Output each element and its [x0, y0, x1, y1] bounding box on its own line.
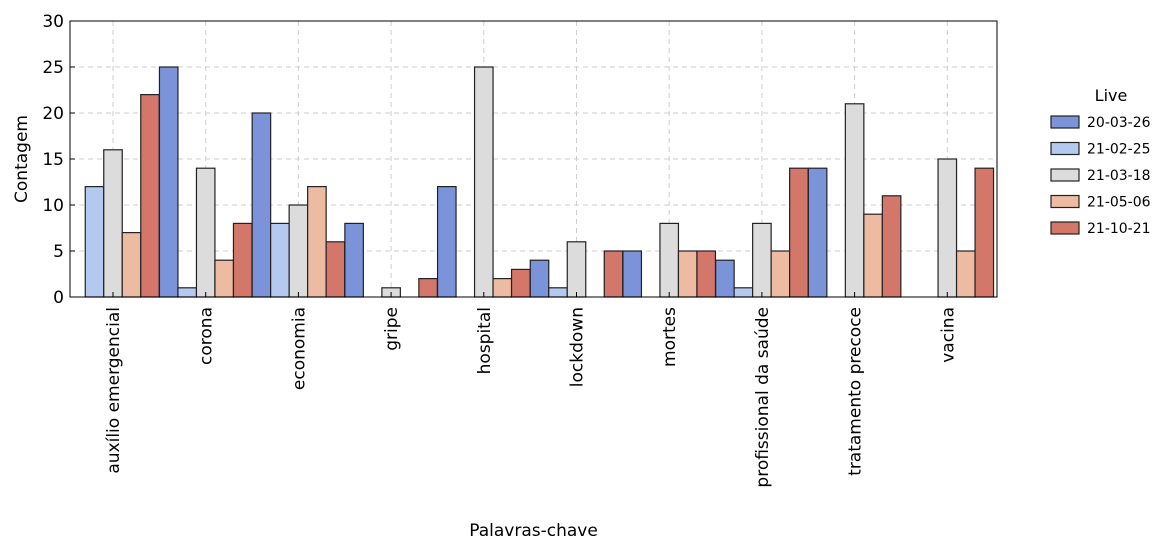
- bar: [770, 250, 791, 298]
- bar: [177, 287, 198, 298]
- legend-swatch: [1050, 115, 1080, 129]
- bar: [752, 222, 772, 298]
- bar: [566, 241, 587, 298]
- bar: [436, 186, 457, 298]
- x-tick-label: economia: [289, 307, 309, 390]
- x-tick-label: mortes: [660, 307, 680, 367]
- bar: [715, 259, 735, 298]
- bar: [603, 250, 624, 298]
- y-tick-label: 30: [42, 12, 64, 32]
- bar: [307, 186, 327, 298]
- bar: [622, 250, 643, 298]
- bar: [677, 250, 698, 298]
- y-tick-label: 10: [42, 196, 64, 216]
- y-tick-label: 0: [53, 288, 64, 308]
- x-tick-label: auxílio emergencial: [104, 307, 124, 474]
- x-tick-label: vacina: [938, 307, 958, 363]
- legend-label: 20-03-26: [1087, 115, 1151, 131]
- bar: [529, 259, 550, 298]
- legend-title: Live: [1095, 86, 1128, 105]
- legend: Live 20-03-26 21-02-25 21-03-18 21-05-06 21-…: [1050, 86, 1151, 237]
- bar: [937, 158, 958, 298]
- bar: [510, 268, 531, 298]
- bar: [195, 167, 216, 298]
- x-tick-label: hospital: [475, 307, 495, 374]
- y-tick-label: 15: [42, 150, 64, 170]
- bar: [232, 222, 253, 298]
- bar: [863, 213, 883, 298]
- x-axis: auxílio emergencial corona economia gripe ho…: [104, 292, 958, 488]
- bar: [492, 278, 513, 298]
- bar: [251, 112, 272, 298]
- bar: [473, 66, 494, 298]
- y-tick-label: 5: [53, 242, 64, 262]
- legend-swatch: [1050, 221, 1080, 235]
- x-tick-label: profissional da saúde: [753, 307, 773, 488]
- bar: [659, 222, 680, 298]
- bar: [325, 241, 346, 298]
- bar: [288, 204, 309, 298]
- y-axis-label: Contagem: [12, 115, 32, 203]
- bar: [881, 195, 902, 298]
- y-tick-label: 25: [42, 58, 64, 78]
- bar: [789, 167, 809, 298]
- bar: [733, 287, 754, 298]
- bar: [103, 149, 123, 298]
- legend-swatch: [1050, 168, 1080, 182]
- bar: [214, 259, 235, 298]
- legend-swatch: [1050, 141, 1080, 156]
- legend-label: 21-02-25: [1087, 142, 1151, 158]
- x-tick-label: lockdown: [568, 307, 588, 387]
- y-tick-label: 20: [42, 104, 64, 124]
- bar: [548, 287, 568, 298]
- x-tick-label: corona: [197, 307, 217, 365]
- bar: [84, 186, 105, 298]
- bar: [974, 167, 995, 298]
- bar: [696, 250, 717, 298]
- bar: [121, 232, 142, 298]
- bar: [140, 93, 160, 298]
- bar: [844, 103, 865, 298]
- legend-swatch: [1050, 194, 1080, 209]
- legend-label: 21-05-06: [1087, 195, 1151, 211]
- bar: [270, 222, 290, 298]
- x-tick-label: gripe: [382, 307, 402, 351]
- bar: [807, 167, 828, 298]
- x-tick-label: tratamento precoce: [846, 307, 866, 476]
- bars: [84, 66, 995, 298]
- bar: [418, 278, 438, 298]
- y-axis: 0 5 10 15 20 25 30: [42, 12, 75, 308]
- bar: [158, 66, 179, 298]
- legend-label: 21-10-21: [1087, 221, 1151, 237]
- bar: [955, 250, 976, 298]
- legend-label: 21-03-18: [1087, 168, 1151, 184]
- x-axis-label: Palavras-chave: [469, 521, 598, 541]
- bar: [344, 222, 364, 298]
